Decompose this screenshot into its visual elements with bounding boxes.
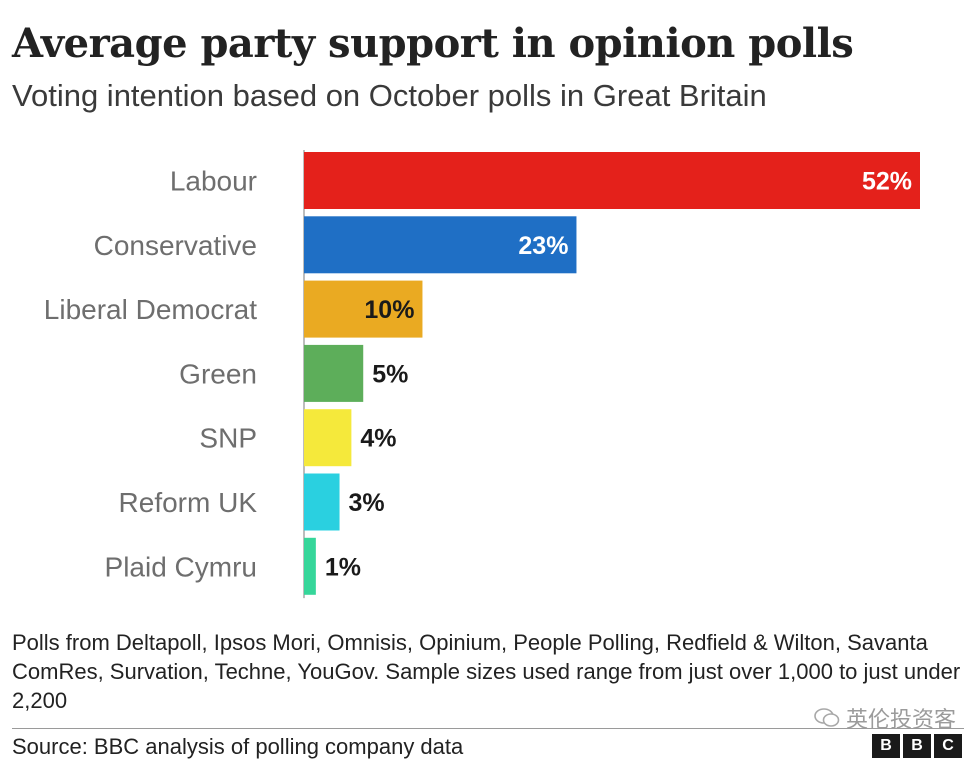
category-label: Conservative <box>94 230 257 261</box>
wechat-icon <box>814 708 840 727</box>
value-label: 5% <box>372 360 408 388</box>
source-text: Source: BBC analysis of polling company … <box>12 734 464 759</box>
category-label: Liberal Democrat <box>44 294 257 325</box>
value-label: 3% <box>349 489 385 517</box>
value-label: 52% <box>862 168 912 196</box>
value-label: 4% <box>360 425 396 453</box>
bar-snp <box>304 409 352 467</box>
bar-reform-uk <box>304 473 340 531</box>
value-label: 1% <box>325 553 361 581</box>
logo-letter: B <box>872 734 900 758</box>
watermark-text: 英伦投资客 <box>845 707 956 732</box>
bar-plaid-cymru <box>304 537 316 595</box>
category-label: Reform UK <box>119 487 258 518</box>
bar-conservative <box>304 216 577 274</box>
watermark: 英伦投资客 <box>814 702 956 734</box>
logo-letter: B <box>903 734 931 758</box>
value-label: 23% <box>518 232 568 260</box>
bbc-logo: B B C <box>872 734 962 758</box>
chart-title: Average party support in opinion polls <box>12 20 854 67</box>
methodology-note: Polls from Deltapoll, Ipsos Mori, Omnisi… <box>12 630 961 713</box>
value-label: 10% <box>364 296 414 324</box>
category-label: Plaid Cymru <box>105 551 257 582</box>
bar-chart: Labour 52% Conservative 23% Liberal Democrat… <box>44 150 920 599</box>
category-label: Green <box>179 358 257 389</box>
bar-liberal-democrat <box>304 280 423 338</box>
chart-subtitle: Voting intention based on October polls … <box>12 78 767 113</box>
footer-divider <box>12 728 964 729</box>
logo-letter: C <box>934 734 962 758</box>
bar-green <box>304 344 364 402</box>
category-label: SNP <box>199 423 257 454</box>
category-label: Labour <box>170 166 257 197</box>
bar-labour <box>304 152 920 209</box>
